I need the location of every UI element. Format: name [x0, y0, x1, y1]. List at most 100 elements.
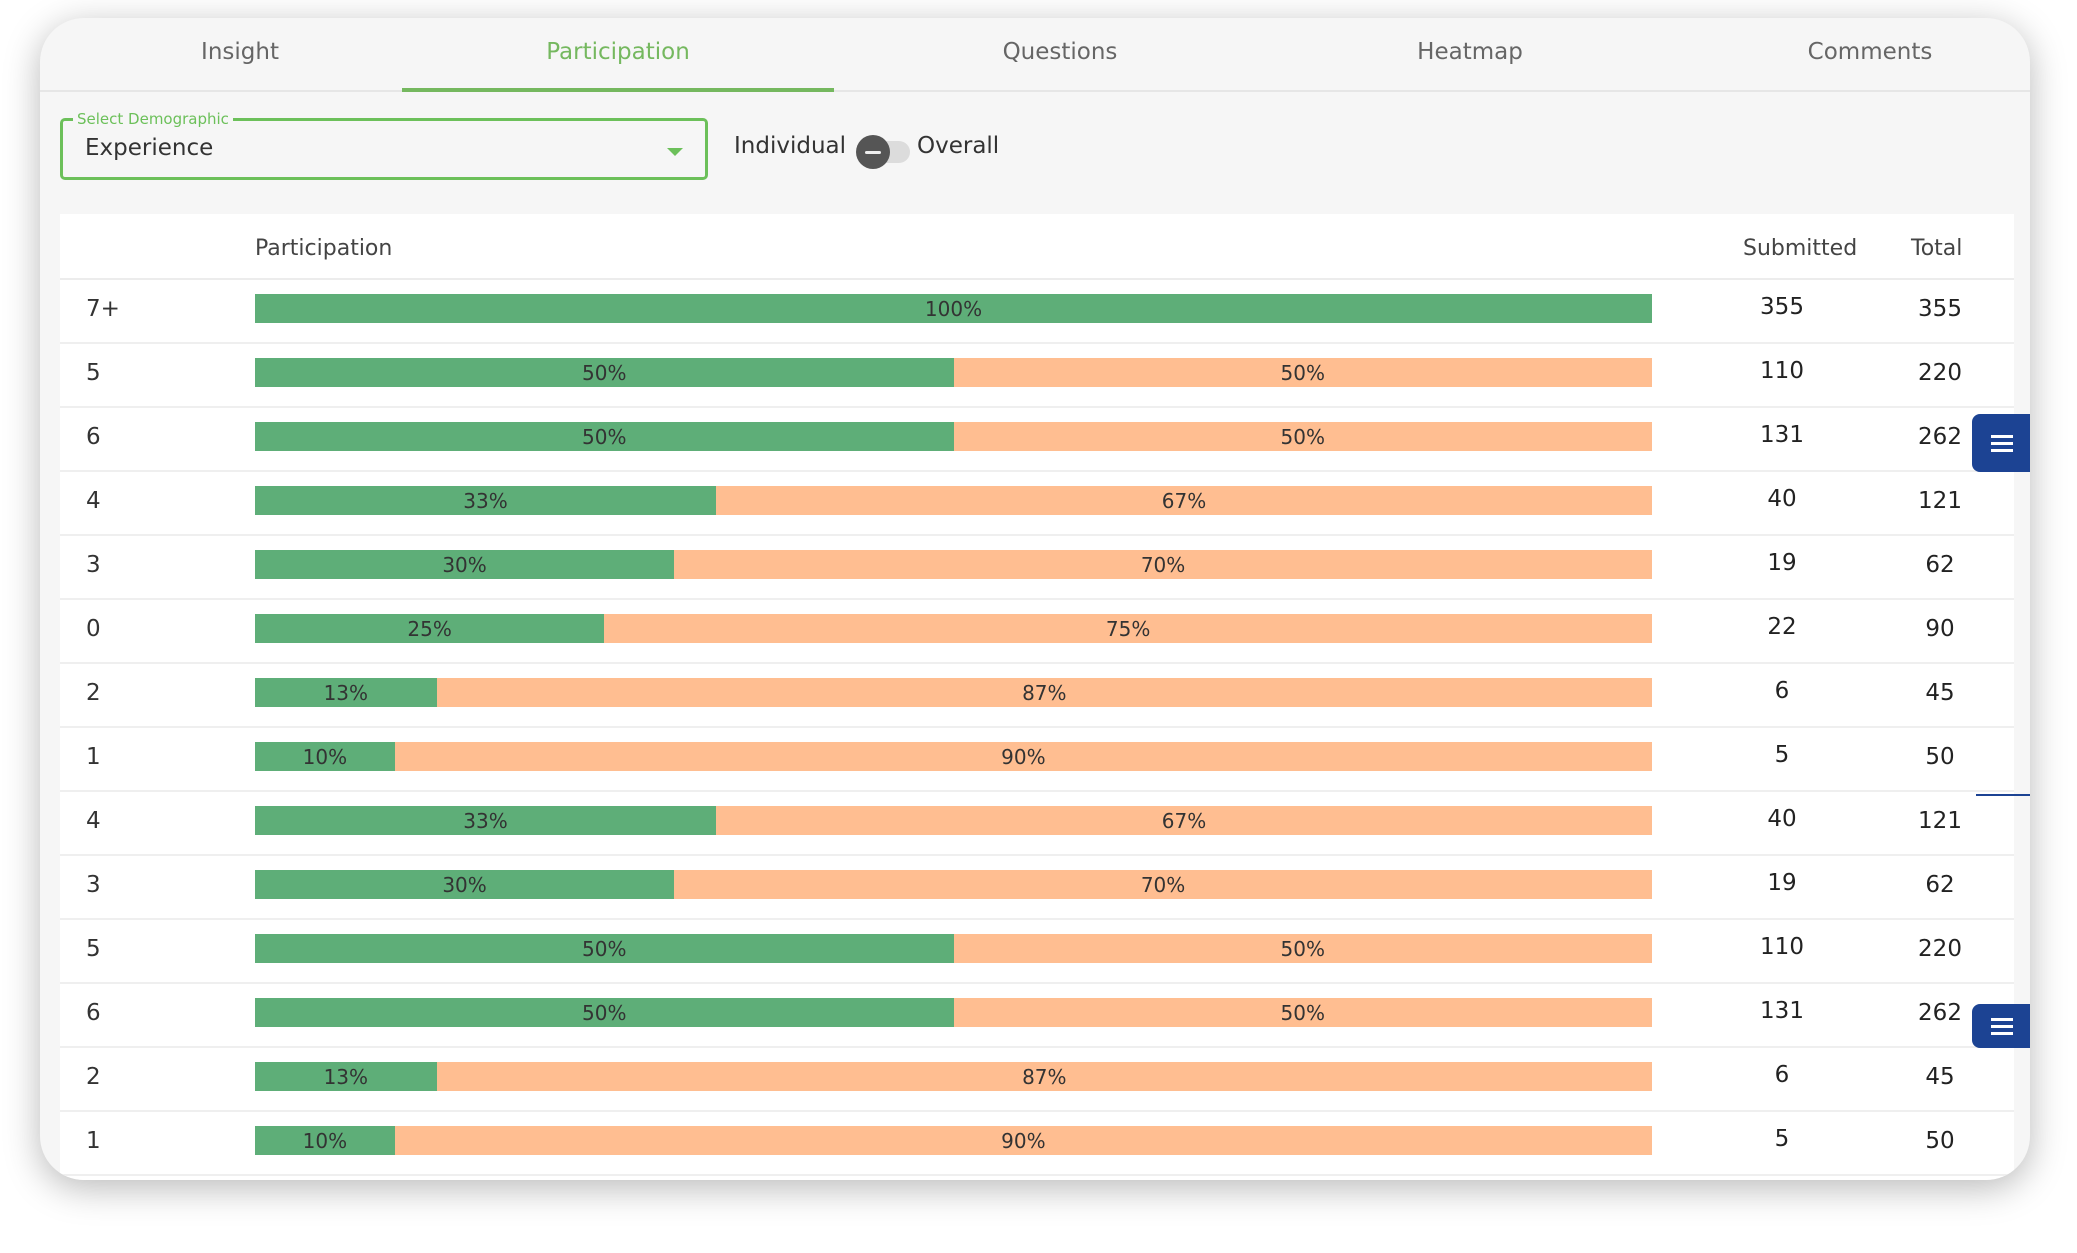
submitted-segment: [255, 486, 716, 515]
participation-bar: 25% 75%: [255, 614, 1652, 643]
row-category: 5: [86, 360, 101, 386]
pending-pct-label: 50%: [1280, 425, 1325, 449]
total-count: 262: [1918, 1000, 1962, 1026]
submitted-count: 355: [1760, 294, 1804, 320]
tab-comments[interactable]: Comments: [1807, 39, 1933, 65]
submitted-pct-label: 33%: [463, 489, 508, 513]
submitted-segment: [255, 1126, 395, 1155]
header-total: Total: [1911, 236, 1963, 261]
participation-bar: 30% 70%: [255, 550, 1652, 579]
pending-pct-label: 67%: [1161, 489, 1207, 513]
pending-pct-label: 90%: [1001, 745, 1046, 769]
pending-pct-label: 50%: [1280, 361, 1325, 385]
submitted-count: 40: [1767, 486, 1797, 512]
demographic-select[interactable]: Select Demographic Experience: [60, 109, 708, 180]
submitted-count: 131: [1760, 998, 1804, 1024]
total-count: 45: [1925, 1064, 1955, 1090]
submitted-pct-label: 10%: [302, 1129, 348, 1153]
side-divider: [1976, 794, 2030, 796]
participation-bar: 33% 67%: [255, 806, 1652, 835]
table-row: 3 30% 70% 19 62: [60, 534, 2014, 600]
pending-pct-label: 87%: [1022, 681, 1067, 705]
submitted-pct-label: 30%: [442, 553, 487, 577]
submitted-pct-label: 50%: [582, 361, 627, 385]
submitted-pct-label: 30%: [442, 873, 487, 897]
row-category: 7+: [86, 296, 120, 322]
participation-bar: 30% 70%: [255, 870, 1652, 899]
total-count: 45: [1925, 680, 1955, 706]
submitted-count: 19: [1767, 550, 1797, 576]
table-row: 1 10% 90% 5 50: [60, 726, 2014, 792]
table-row: 5 50% 50% 110 220: [60, 918, 2014, 984]
toggle-label-overall: Overall: [917, 133, 1000, 159]
total-count: 262: [1918, 424, 1962, 450]
pending-pct-label: 90%: [1001, 1129, 1046, 1153]
row-category: 6: [86, 424, 101, 450]
table-row: 1 10% 90% 5 50: [60, 1110, 2014, 1176]
submitted-count: 6: [1774, 678, 1790, 704]
submitted-segment: [255, 934, 954, 963]
pending-pct-label: 75%: [1105, 617, 1151, 641]
tab-heatmap[interactable]: Heatmap: [1417, 39, 1523, 65]
total-count: 121: [1918, 488, 1962, 514]
row-category: 3: [86, 552, 101, 578]
total-count: 220: [1918, 936, 1962, 962]
table-row: 4 33% 67% 40 121: [60, 790, 2014, 856]
side-menu-button-2[interactable]: [1972, 1004, 2030, 1048]
submitted-count: 40: [1767, 806, 1797, 832]
submitted-segment: [255, 678, 437, 707]
pending-pct-label: 70%: [1140, 553, 1186, 577]
row-category: 0: [86, 616, 101, 642]
submitted-pct-label: 50%: [582, 1001, 627, 1025]
submitted-pct-label: 10%: [302, 745, 348, 769]
individual-overall-toggle[interactable]: [856, 135, 910, 169]
pending-pct-label: 50%: [1280, 937, 1325, 961]
header-submitted: Submitted: [1743, 236, 1858, 261]
menu-icon: [1991, 1018, 2013, 1035]
submitted-segment: [255, 742, 395, 771]
pending-pct-label: 70%: [1140, 873, 1186, 897]
submitted-segment: [255, 422, 954, 451]
toggle-label-individual: Individual: [734, 133, 847, 159]
submitted-count: 19: [1767, 870, 1797, 896]
participation-bar: 50% 50%: [255, 998, 1652, 1027]
side-menu-button[interactable]: [1972, 414, 2030, 472]
row-category: 2: [86, 1064, 101, 1090]
submitted-pct-label: 50%: [582, 425, 627, 449]
submitted-segment: [255, 870, 675, 899]
submitted-segment: [255, 550, 675, 579]
pending-pct-label: 87%: [1022, 1065, 1067, 1089]
participation-bar: 100%: [255, 294, 1652, 323]
participation-bar: 13% 87%: [255, 1062, 1652, 1091]
demographic-select-legend: Select Demographic: [73, 109, 233, 129]
tab-bar: Insight Participation Questions Heatmap …: [40, 18, 2030, 92]
submitted-pct-label: 13%: [323, 1065, 369, 1089]
submitted-count: 6: [1774, 1062, 1790, 1088]
table-row: 5 50% 50% 110 220: [60, 342, 2014, 408]
table-header: Participation Submitted Total: [60, 214, 2014, 280]
total-count: 121: [1918, 808, 1962, 834]
submitted-segment: [255, 358, 954, 387]
toggle-knob[interactable]: [856, 135, 890, 169]
tab-insight[interactable]: Insight: [201, 39, 279, 65]
row-category: 1: [86, 744, 101, 770]
pending-pct-label: 67%: [1161, 809, 1207, 833]
tab-participation[interactable]: Participation: [402, 18, 834, 92]
submitted-segment: [255, 806, 716, 835]
submitted-segment: [255, 1062, 437, 1091]
submitted-pct-label: 33%: [463, 809, 508, 833]
submitted-segment: [255, 998, 954, 1027]
participation-bar: 10% 90%: [255, 742, 1652, 771]
submitted-segment: [255, 614, 605, 643]
participation-table: Participation Submitted Total 7+ 100% 355 3…: [60, 214, 2014, 1180]
submitted-pct-label: 25%: [407, 617, 452, 641]
participation-bar: 10% 90%: [255, 1126, 1652, 1155]
submitted-segment: [255, 294, 1652, 323]
submitted-count: 22: [1767, 614, 1797, 640]
participation-bar: 50% 50%: [255, 358, 1652, 387]
participation-bar: 13% 87%: [255, 678, 1652, 707]
submitted-pct-label: 50%: [582, 937, 627, 961]
table-row: 7+ 100% 355 355: [60, 278, 2014, 344]
total-count: 50: [1925, 744, 1955, 770]
tab-questions[interactable]: Questions: [1002, 39, 1118, 65]
